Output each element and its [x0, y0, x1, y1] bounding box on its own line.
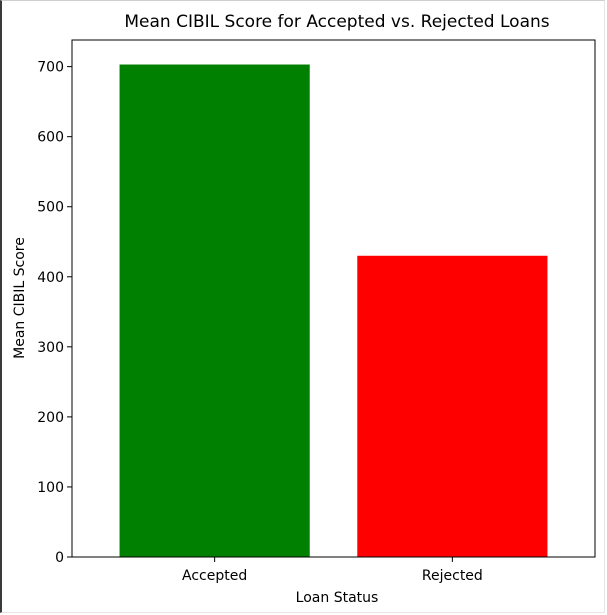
y-tick-label: 300: [37, 340, 64, 356]
plot-frame: [71, 39, 596, 558]
x-tick-label: Rejected: [422, 568, 483, 584]
y-tick-label: 600: [37, 130, 64, 146]
x-axis: Accepted Rejected: [182, 557, 483, 584]
y-tick-label: 0: [55, 550, 64, 566]
bar-accepted: [119, 64, 310, 557]
y-tick-label: 500: [37, 200, 64, 216]
y-tick-label: 400: [37, 270, 64, 286]
bar-rejected: [357, 255, 548, 557]
y-axis: 0 100 200 300 400 500 600 700: [37, 60, 72, 566]
y-tick-label: 700: [37, 60, 64, 76]
y-tick-label: 100: [37, 480, 64, 496]
plot-area: [119, 64, 548, 557]
y-tick-label: 200: [37, 410, 64, 426]
chart-title: Mean CIBIL Score for Accepted vs. Reject…: [124, 12, 549, 32]
x-tick-label: Accepted: [182, 568, 247, 584]
y-axis-label: Mean CIBIL Score: [12, 237, 28, 359]
x-axis-label: Loan Status: [296, 590, 379, 606]
